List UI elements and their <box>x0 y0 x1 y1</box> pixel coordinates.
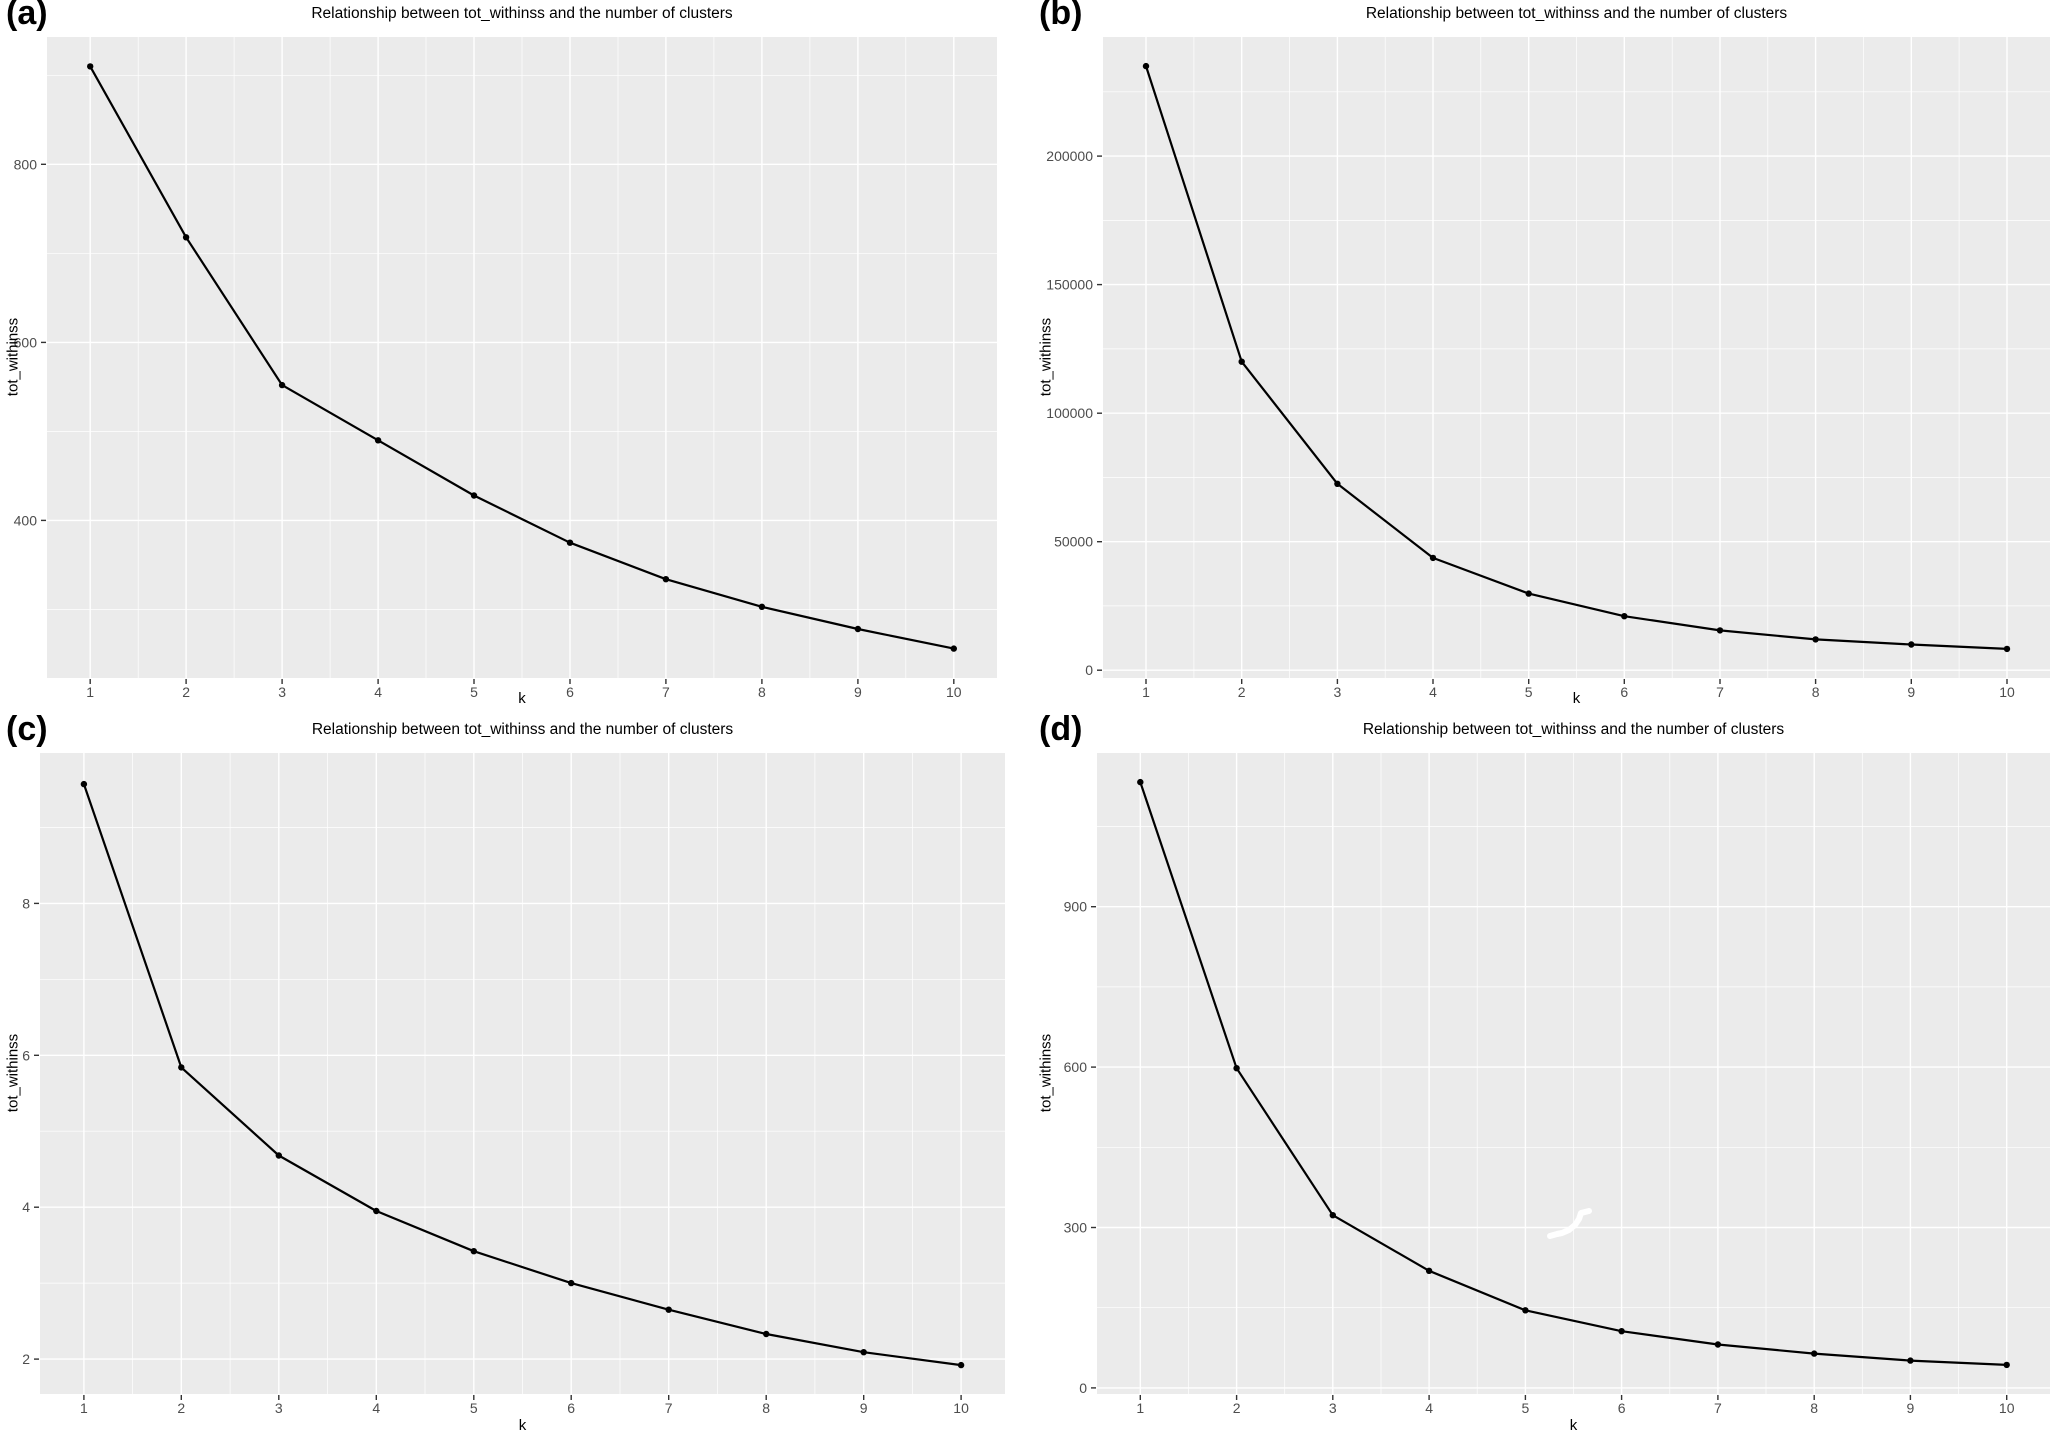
svg-text:5: 5 <box>470 1400 478 1416</box>
svg-text:8: 8 <box>22 895 30 911</box>
panel-b: 1 2 3 4 5 6 7 8 9 10 0 50000 100000 150000 200000 (b) … <box>1033 0 2067 716</box>
panel-a-x-axis-title: k <box>518 690 526 707</box>
elbow-plot-d: 1 2 3 4 5 6 7 8 9 10 0 300 600 900 <box>1064 753 2050 1416</box>
panel-b-y-axis-title: tot_withinss <box>1037 317 1055 397</box>
svg-text:8: 8 <box>762 1400 770 1416</box>
elbow-plot-c: 1 2 3 4 5 6 7 8 9 10 2 4 6 8 <box>22 753 1005 1416</box>
svg-text:3: 3 <box>1329 1400 1337 1416</box>
svg-text:2: 2 <box>177 1400 185 1416</box>
svg-text:2: 2 <box>1238 684 1246 700</box>
panel-b-label: (b) <box>1039 0 1083 32</box>
svg-text:5: 5 <box>1525 684 1533 700</box>
panel-c: 1 2 3 4 5 6 7 8 9 10 2 4 6 8 (c) Relationship between… <box>0 710 1033 1434</box>
svg-text:4: 4 <box>22 1199 30 1215</box>
svg-text:0: 0 <box>1079 1380 1087 1396</box>
panel-b-title: Relationship between tot_withinss and th… <box>1365 5 1788 22</box>
svg-text:3: 3 <box>1334 684 1342 700</box>
svg-text:900: 900 <box>1064 899 1088 915</box>
svg-text:300: 300 <box>1064 1220 1088 1236</box>
panel-d-title: Relationship between tot_withinss and th… <box>1362 721 1785 738</box>
panel-d-label: (d) <box>1039 710 1083 748</box>
panel-a-y-axis-title: tot_withinss <box>4 317 22 397</box>
svg-text:7: 7 <box>1714 1400 1722 1416</box>
svg-text:9: 9 <box>1907 684 1915 700</box>
svg-text:5: 5 <box>470 684 478 700</box>
elbow-plot-a: 1 2 3 4 5 6 7 8 9 10 400 600 800 <box>14 37 997 700</box>
svg-text:2: 2 <box>22 1351 30 1367</box>
svg-text:10: 10 <box>953 1400 969 1416</box>
svg-text:2: 2 <box>182 684 190 700</box>
svg-text:4: 4 <box>372 1400 380 1416</box>
svg-text:8: 8 <box>1810 1400 1818 1416</box>
svg-text:50000: 50000 <box>1054 534 1093 550</box>
svg-text:1: 1 <box>86 684 94 700</box>
svg-text:6: 6 <box>1618 1400 1626 1416</box>
panel-d-y-axis-title: tot_withinss <box>1037 1033 1055 1113</box>
svg-text:400: 400 <box>14 512 38 528</box>
svg-text:0: 0 <box>1085 662 1093 678</box>
svg-text:6: 6 <box>566 684 574 700</box>
svg-text:2: 2 <box>1233 1400 1241 1416</box>
svg-text:800: 800 <box>14 156 38 172</box>
panel-c-y-axis-title: tot_withinss <box>4 1033 22 1113</box>
svg-text:3: 3 <box>275 1400 283 1416</box>
svg-text:600: 600 <box>1064 1059 1088 1075</box>
panel-d-x-axis-title: k <box>1569 1417 1578 1434</box>
svg-text:4: 4 <box>374 684 382 700</box>
svg-text:4: 4 <box>1425 1400 1433 1416</box>
svg-text:150000: 150000 <box>1046 277 1093 293</box>
svg-text:100000: 100000 <box>1046 405 1093 421</box>
panel-a: 1 2 3 4 5 6 7 8 9 10 400 600 800 (a) Relationship be… <box>0 0 1033 716</box>
panel-a-title: Relationship between tot_withinss and th… <box>311 5 733 22</box>
svg-text:6: 6 <box>1620 684 1628 700</box>
panel-d: 1 2 3 4 5 6 7 8 9 10 0 300 600 900 (d) Relationship b… <box>1033 710 2067 1434</box>
svg-text:8: 8 <box>758 684 766 700</box>
panel-c-label: (c) <box>6 710 48 748</box>
svg-text:10: 10 <box>1999 1400 2015 1416</box>
svg-text:9: 9 <box>1907 1400 1915 1416</box>
svg-text:7: 7 <box>665 1400 673 1416</box>
panel-a-label: (a) <box>6 0 48 32</box>
svg-text:10: 10 <box>1999 684 2015 700</box>
elbow-plot-b: 1 2 3 4 5 6 7 8 9 10 0 50000 100000 150000 200000 <box>1046 37 2050 700</box>
svg-text:6: 6 <box>22 1047 30 1063</box>
svg-text:7: 7 <box>1716 684 1724 700</box>
svg-text:1: 1 <box>1136 1400 1144 1416</box>
svg-text:10: 10 <box>946 684 962 700</box>
svg-text:200000: 200000 <box>1046 148 1093 164</box>
svg-text:3: 3 <box>278 684 286 700</box>
svg-text:600: 600 <box>14 334 38 350</box>
panel-b-x-axis-title: k <box>1572 690 1581 707</box>
svg-text:6: 6 <box>567 1400 575 1416</box>
panel-c-x-axis-title: k <box>518 1417 527 1434</box>
svg-text:1: 1 <box>1142 684 1150 700</box>
svg-text:4: 4 <box>1429 684 1437 700</box>
svg-text:5: 5 <box>1522 1400 1530 1416</box>
svg-text:9: 9 <box>860 1400 868 1416</box>
svg-text:7: 7 <box>662 684 670 700</box>
svg-text:9: 9 <box>854 684 862 700</box>
svg-text:1: 1 <box>80 1400 88 1416</box>
panel-c-title: Relationship between tot_withinss and th… <box>311 721 734 738</box>
svg-text:8: 8 <box>1812 684 1820 700</box>
